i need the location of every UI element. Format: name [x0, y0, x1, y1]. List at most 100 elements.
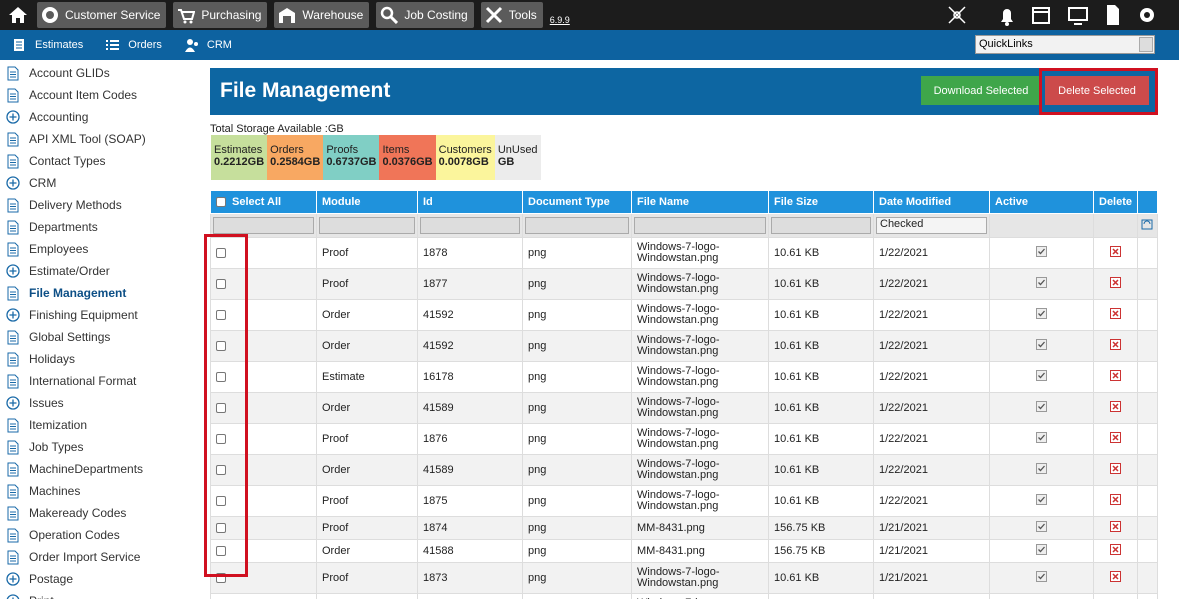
delete-icon[interactable]: [1110, 277, 1122, 288]
checkbox[interactable]: [216, 371, 226, 382]
sub-nav-item[interactable]: CRM: [184, 38, 232, 52]
sidebar-item[interactable]: Issues: [0, 392, 200, 414]
sidebar-item[interactable]: Itemization: [0, 414, 200, 436]
sidebar-item[interactable]: Job Types: [0, 436, 200, 458]
icon: [6, 175, 20, 190]
sidebar-item[interactable]: Order Import Service: [0, 546, 200, 568]
checkbox[interactable]: [216, 309, 226, 320]
sidebar-item[interactable]: Account GLIDs: [0, 62, 200, 84]
header-row: Select All Module Id Document Type File Name…: [210, 190, 1159, 214]
checkbox[interactable]: [216, 197, 226, 208]
header-cell[interactable]: Active: [989, 190, 1094, 214]
table-row: Proof 1876 png Windows-7-logo-Windowstan.pn…: [210, 423, 1159, 455]
cell: [1137, 516, 1159, 540]
storage-segment: Customers 0.0078GB: [435, 135, 495, 180]
delete-icon[interactable]: [1110, 571, 1122, 582]
filter-input[interactable]: [771, 217, 871, 234]
sidebar-item[interactable]: File Management: [0, 282, 200, 304]
sidebar-item[interactable]: API XML Tool (SOAP): [0, 128, 200, 150]
checkbox[interactable]: [216, 247, 226, 258]
nav-button[interactable]: Job Costing: [376, 2, 474, 28]
storage-segment: Orders 0.2584GB: [267, 135, 324, 180]
filter-input[interactable]: [319, 217, 415, 234]
sidebar-item[interactable]: International Format: [0, 370, 200, 392]
header-cell[interactable]: Date Modified: [873, 190, 990, 214]
filter-input[interactable]: [213, 217, 314, 234]
sidebar-item[interactable]: CRM: [0, 172, 200, 194]
cell: [1137, 330, 1159, 362]
sidebar-item[interactable]: Delivery Methods: [0, 194, 200, 216]
delete-icon[interactable]: [1110, 521, 1122, 532]
icon: [7, 462, 19, 476]
delete-icon[interactable]: [1110, 432, 1122, 443]
active-cell: [989, 516, 1094, 540]
filter-input[interactable]: [634, 217, 766, 234]
select-cell: [210, 516, 317, 540]
checkbox[interactable]: [216, 340, 226, 351]
checkbox[interactable]: [216, 402, 226, 413]
nav-button[interactable]: Purchasing: [173, 2, 268, 28]
checkbox[interactable]: [216, 572, 226, 583]
checkbox[interactable]: [216, 464, 226, 475]
delete-icon[interactable]: [1110, 544, 1122, 555]
sidebar-item[interactable]: Global Settings: [0, 326, 200, 348]
cell: png: [522, 562, 632, 594]
quicklinks-select[interactable]: QuickLinks: [975, 35, 1155, 54]
sidebar-item[interactable]: Finishing Equipment: [0, 304, 200, 326]
checkbox[interactable]: [216, 278, 226, 289]
home-icon[interactable]: [8, 6, 28, 24]
delete-button[interactable]: Delete Selected: [1045, 76, 1149, 105]
delete-icon[interactable]: [1110, 494, 1122, 505]
header-cell[interactable]: Delete: [1092, 190, 1139, 214]
sidebar-item[interactable]: Holidays: [0, 348, 200, 370]
sidebar-item[interactable]: Estimate/Order: [0, 260, 200, 282]
delete-icon[interactable]: [1110, 370, 1122, 381]
sub-nav-item[interactable]: Estimates: [12, 38, 83, 52]
delete-icon[interactable]: [1110, 401, 1122, 412]
sidebar-item[interactable]: Employees: [0, 238, 200, 260]
delete-icon[interactable]: [1110, 308, 1122, 319]
nav-button[interactable]: Tools: [480, 2, 543, 28]
sidebar-label: Holidays: [29, 352, 76, 366]
sidebar-item[interactable]: MachineDepartments: [0, 458, 200, 480]
delete-icon[interactable]: [1110, 339, 1122, 350]
filter-input[interactable]: Checked: [876, 217, 987, 234]
nav-button[interactable]: Customer Service: [37, 2, 167, 28]
sidebar-item[interactable]: Contact Types: [0, 150, 200, 172]
sidebar-label: API XML Tool (SOAP): [29, 132, 146, 146]
sidebar-item[interactable]: Operation Codes: [0, 524, 200, 546]
cell: 41589: [417, 392, 523, 424]
active-cell: [989, 361, 1094, 393]
filter-input[interactable]: [525, 217, 629, 234]
delete-cell: [1092, 268, 1139, 300]
delete-icon[interactable]: [1110, 246, 1122, 257]
delete-icon[interactable]: [1110, 463, 1122, 474]
header-cell[interactable]: Module: [316, 190, 418, 214]
sidebar-item[interactable]: Print: [0, 590, 200, 599]
filter-input[interactable]: [420, 217, 520, 234]
header-cell[interactable]: File Name: [631, 190, 769, 214]
sidebar-label: Itemization: [29, 418, 88, 432]
sidebar-item[interactable]: Machines: [0, 480, 200, 502]
header-cell[interactable]: File Size: [768, 190, 874, 214]
checkbox[interactable]: [216, 495, 226, 506]
checkbox[interactable]: [216, 545, 226, 556]
sidebar-item[interactable]: Departments: [0, 216, 200, 238]
sidebar-item[interactable]: Accounting: [0, 106, 200, 128]
sidebar-item[interactable]: Account Item Codes: [0, 84, 200, 106]
sidebar-item[interactable]: Makeready Codes: [0, 502, 200, 524]
cell: 41592: [417, 299, 523, 331]
sub-nav-item[interactable]: Orders: [105, 38, 162, 52]
header-cell: [1137, 190, 1159, 214]
cell: Order: [316, 392, 418, 424]
header-cell[interactable]: Id: [417, 190, 523, 214]
toolbar-icons: [948, 5, 1154, 26]
header-cell[interactable]: Document Type: [522, 190, 632, 214]
download-button[interactable]: Download Selected: [921, 76, 1041, 105]
cell: [1137, 237, 1159, 269]
sidebar-item[interactable]: Postage: [0, 568, 200, 590]
delete-cell: [1092, 485, 1139, 517]
checkbox[interactable]: [216, 522, 226, 533]
checkbox[interactable]: [216, 433, 226, 444]
nav-button[interactable]: Warehouse: [274, 2, 370, 28]
